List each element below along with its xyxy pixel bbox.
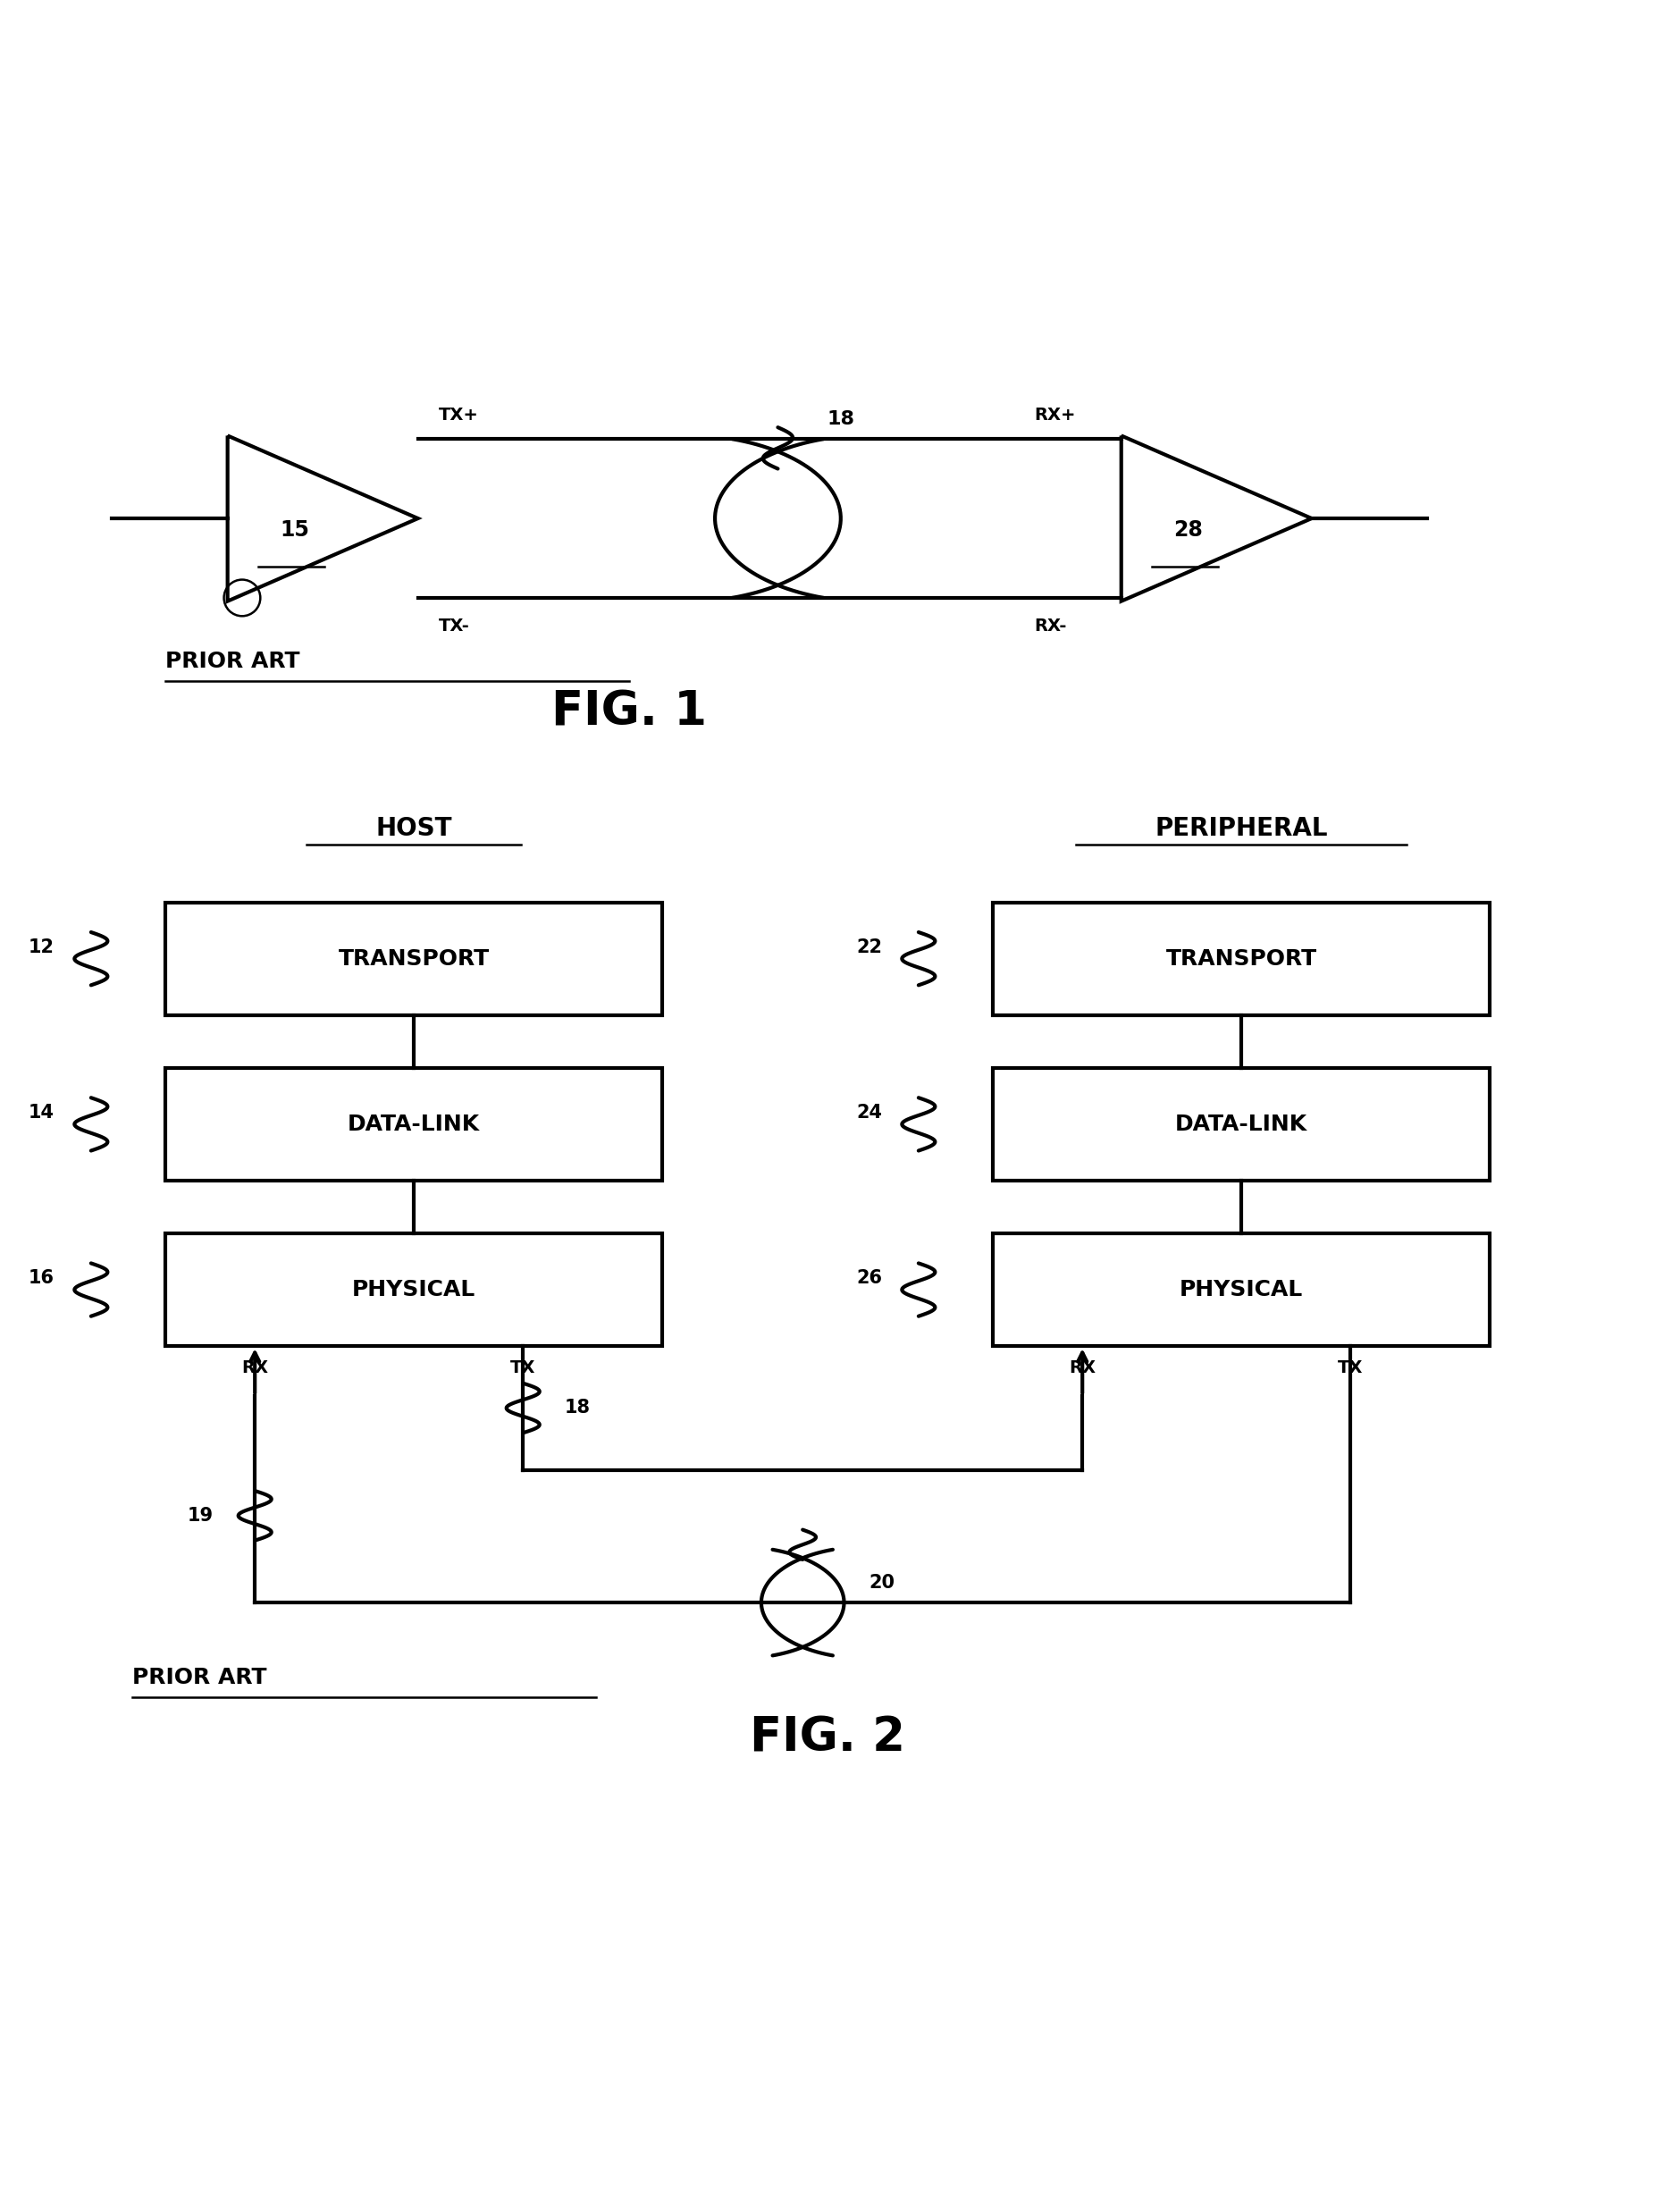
- Text: 14: 14: [28, 1104, 55, 1121]
- Text: 24: 24: [856, 1104, 882, 1121]
- Text: PRIOR ART: PRIOR ART: [166, 650, 300, 672]
- Text: 18: 18: [828, 409, 856, 429]
- Text: 26: 26: [856, 1270, 882, 1287]
- Text: PRIOR ART: PRIOR ART: [132, 1668, 266, 1688]
- Bar: [166, 1234, 662, 1347]
- Text: RX-: RX-: [1034, 617, 1067, 635]
- Text: FIG. 2: FIG. 2: [750, 1714, 905, 1761]
- Text: PERIPHERAL: PERIPHERAL: [1155, 816, 1327, 841]
- Text: HOST: HOST: [376, 816, 452, 841]
- Text: TX: TX: [1337, 1358, 1364, 1376]
- Text: DATA-LINK: DATA-LINK: [348, 1113, 480, 1135]
- Text: PHYSICAL: PHYSICAL: [1180, 1279, 1302, 1301]
- Text: RX: RX: [1069, 1358, 1096, 1376]
- Text: TX: TX: [510, 1358, 536, 1376]
- Bar: [993, 1068, 1490, 1181]
- Text: 28: 28: [1173, 520, 1203, 540]
- Text: RX: RX: [242, 1358, 268, 1376]
- Text: TRANSPORT: TRANSPORT: [338, 949, 490, 969]
- Text: 12: 12: [28, 938, 55, 956]
- Text: 16: 16: [28, 1270, 55, 1287]
- Bar: [993, 1234, 1490, 1347]
- Bar: [166, 1068, 662, 1181]
- Text: 20: 20: [869, 1573, 895, 1593]
- Text: RX+: RX+: [1034, 407, 1076, 425]
- Text: FIG. 1: FIG. 1: [551, 688, 707, 734]
- Bar: [993, 902, 1490, 1015]
- Text: DATA-LINK: DATA-LINK: [1175, 1113, 1307, 1135]
- Text: 15: 15: [280, 520, 309, 540]
- Text: TX+: TX+: [439, 407, 478, 425]
- Text: 22: 22: [856, 938, 882, 956]
- Text: TX-: TX-: [439, 617, 470, 635]
- Text: TRANSPORT: TRANSPORT: [1165, 949, 1317, 969]
- Text: PHYSICAL: PHYSICAL: [353, 1279, 475, 1301]
- Bar: [166, 902, 662, 1015]
- Text: 18: 18: [564, 1400, 591, 1418]
- Text: 19: 19: [187, 1506, 213, 1524]
